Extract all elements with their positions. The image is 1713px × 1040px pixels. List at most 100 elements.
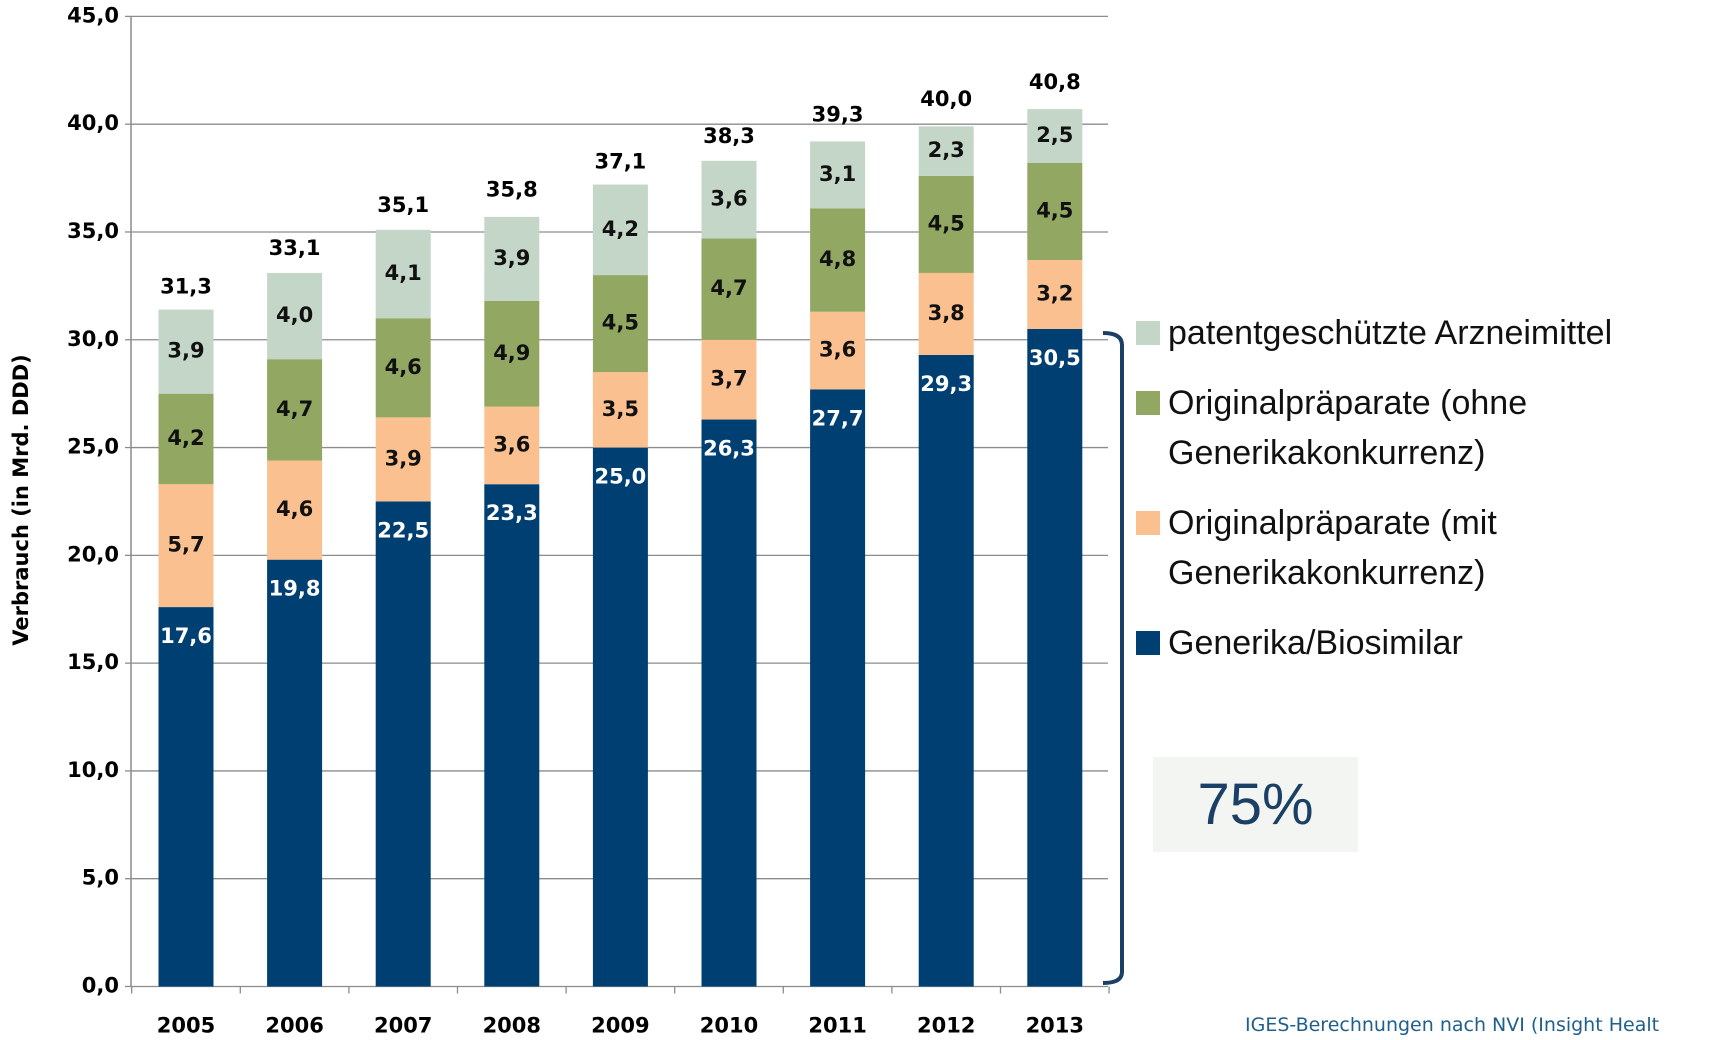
y-tick-label: 35,0 [67,219,119,243]
value-label: 4,5 [928,211,965,235]
x-tick-label: 2013 [1026,1014,1084,1038]
legend-swatch [1136,321,1160,345]
legend-entry: Originalpräparate (mit Generikakonkurren… [1136,498,1706,598]
value-label: 3,8 [928,301,965,325]
bar-segment [701,339,757,420]
bar-segment [810,141,866,209]
x-tick-label: 2006 [265,1014,323,1038]
bar-segment [701,238,757,340]
value-label: 25,0 [594,465,646,489]
total-label: 31,3 [160,275,212,299]
bar-segment [592,275,648,373]
y-tick-label: 5,0 [82,866,119,890]
value-label: 3,9 [493,246,530,270]
bar-segment [592,184,648,276]
x-tick-label: 2007 [374,1014,432,1038]
bar-segment [918,175,974,273]
bar-segment [267,460,323,560]
bar-segment [592,372,648,448]
total-label: 35,1 [377,193,429,217]
legend-label: Originalpräparate (mit Generikakonkurren… [1168,504,1497,592]
legend-swatch [1136,631,1160,655]
bar-segment [158,607,214,987]
y-tick-label: 10,0 [67,758,119,782]
legend-label: patentgeschützte Arzneimittel [1168,314,1613,352]
value-label: 4,6 [276,497,313,521]
value-label: 4,1 [385,261,422,285]
bar-segment [810,311,866,390]
value-label: 2,3 [928,138,965,162]
value-label: 3,6 [710,187,747,211]
value-label: 5,7 [167,533,204,557]
bar-segment [1027,162,1083,261]
value-label: 4,5 [1036,198,1073,222]
x-tick-label: 2008 [483,1014,541,1038]
bar-segment [375,417,431,502]
value-label: 3,9 [385,446,422,470]
value-label: 19,8 [269,577,321,601]
x-tick-label: 2009 [591,1014,649,1038]
y-tick-label: 25,0 [67,435,119,459]
value-label: 4,9 [493,341,530,365]
bar-segment [1027,260,1083,329]
total-label: 38,3 [703,124,755,148]
value-label: 3,1 [819,162,856,186]
value-label: 30,5 [1029,346,1081,370]
value-label: 4,2 [602,217,639,241]
value-label: 4,2 [167,426,204,450]
legend-entry: Originalpräparate (ohne Generikakonkurre… [1136,378,1706,478]
legend-label: Generika/Biosimilar [1168,624,1463,662]
annotation: 75% [1153,757,1358,852]
legend-swatch [1136,511,1160,535]
legend: patentgeschützte Arzneimittel Originalprä… [1136,308,1706,688]
value-label: 4,7 [710,276,747,300]
value-label: 3,7 [710,367,747,391]
value-label: 27,7 [812,406,864,430]
value-label: 4,8 [819,247,856,271]
total-label: 39,3 [812,102,864,126]
x-tick-label: 2005 [157,1014,215,1038]
bar-segment [810,389,866,987]
bar-segment [592,447,648,987]
x-tick-label: 2010 [700,1014,758,1038]
bar-segment [375,229,431,319]
total-label: 37,1 [594,150,646,174]
value-label: 3,6 [493,432,530,456]
y-tick-label: 15,0 [67,650,119,674]
value-label: 3,6 [819,338,856,362]
bar-segment [918,126,974,176]
bar-segment [375,318,431,418]
bar-segment [1027,328,1083,987]
bar-segment [484,300,540,407]
total-label: 33,1 [269,236,321,260]
bar-segment [267,359,323,461]
bar-segment [158,393,214,485]
total-label: 40,8 [1029,70,1081,94]
legend-swatch [1136,391,1160,415]
bar-segment [375,501,431,987]
total-label: 35,8 [486,178,538,202]
y-axis-label: Verbrauch (in Mrd. DDD) [9,354,33,645]
legend-label: Originalpräparate (ohne Generikakonkurre… [1168,384,1528,472]
bar-segment [267,272,323,360]
value-label: 26,3 [703,437,755,461]
bar-segment [810,208,866,312]
y-tick-label: 20,0 [67,542,119,566]
bar-segment [701,419,757,987]
bar-segment [701,160,757,239]
bar-segment [267,559,323,987]
bar-segment [918,272,974,355]
value-label: 29,3 [920,372,972,396]
x-tick-label: 2011 [808,1014,866,1038]
source-note: IGES-Berechnungen nach NVI (Insight Heal… [1245,1014,1660,1036]
legend-entry: Generika/Biosimilar [1136,618,1706,668]
bar-segment [484,484,540,987]
total-label: 40,0 [920,87,972,111]
value-label: 4,5 [602,311,639,335]
bracket [1102,331,1124,985]
value-label: 23,3 [486,501,538,525]
y-tick-label: 40,0 [67,111,119,135]
value-label: 3,2 [1036,281,1073,305]
x-tick-label: 2012 [917,1014,975,1038]
